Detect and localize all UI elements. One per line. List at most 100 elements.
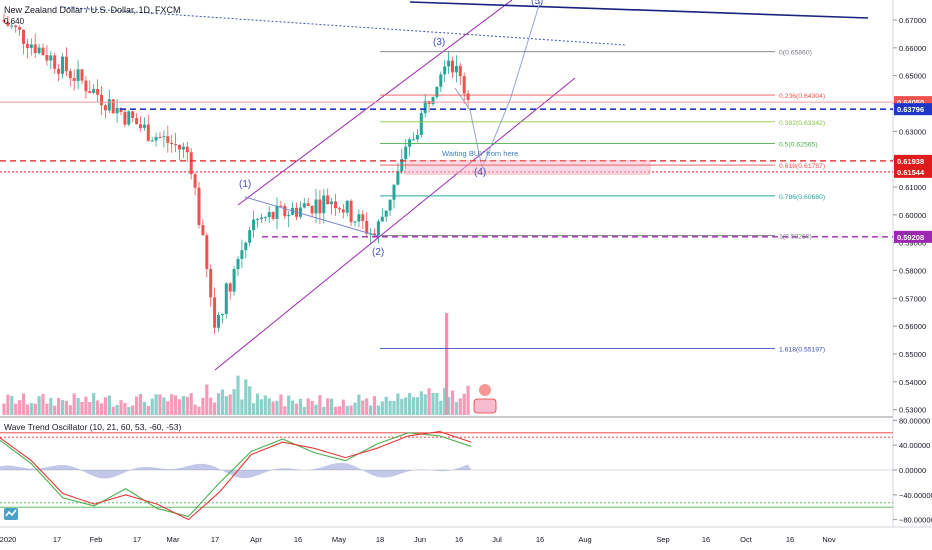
volume-bar <box>146 406 150 415</box>
oscillator-pane: 80.00000 40.00000 0.00000 −40.00000 −80.0000… <box>0 416 932 525</box>
price-tick-label: 0.66000 <box>899 44 926 53</box>
volume-bar <box>14 403 18 415</box>
time-axis-label: Aug <box>578 535 591 544</box>
candle-body <box>2 20 6 22</box>
candle-body <box>451 60 454 73</box>
volume-bar <box>213 402 217 415</box>
candle-body <box>232 269 236 292</box>
candle-body <box>412 139 415 141</box>
candle-body <box>279 205 283 207</box>
price-tick-label: 0.55000 <box>899 350 926 359</box>
time-axis-label: Jul <box>492 535 502 544</box>
volume-bar <box>127 406 131 415</box>
volume-bar <box>189 393 193 415</box>
candle-body <box>41 47 45 55</box>
candle-body <box>388 199 392 211</box>
candle-body <box>392 184 396 200</box>
volume-bar <box>341 399 345 415</box>
volume-bar <box>205 384 209 415</box>
volume-bar <box>170 394 174 415</box>
price-axis-panel[interactable] <box>893 0 932 527</box>
volume-bar <box>404 397 408 415</box>
price-badge <box>894 154 932 167</box>
fib-level-label: 1(0.59260) <box>779 233 812 240</box>
candle-body <box>213 297 217 328</box>
candle-body <box>361 214 365 221</box>
volume-bar <box>298 398 302 415</box>
volume-bar <box>162 397 166 415</box>
candle-body <box>107 99 111 111</box>
fib-level-label: 0.5(0.62565) <box>779 141 818 148</box>
candle-body <box>33 44 37 54</box>
candle-body <box>298 207 302 217</box>
elliott-wave-labels: (1) (2) (3) (4) (5) <box>239 0 543 258</box>
volume-bar <box>454 402 458 415</box>
candle-body <box>271 212 275 219</box>
volume-bar <box>228 394 232 415</box>
volume-bar <box>322 406 326 415</box>
candle-body <box>454 66 458 73</box>
volume-bar <box>80 401 84 415</box>
drawing-overlays <box>0 0 893 371</box>
candle-body <box>22 29 25 44</box>
candle-body <box>53 55 57 69</box>
candle-body <box>439 74 443 87</box>
candle-body <box>209 268 213 298</box>
wave-label: (3) <box>433 37 445 48</box>
candle-body <box>45 54 49 61</box>
price-tick-label: 0.57000 <box>899 294 926 303</box>
candle-body <box>189 152 193 175</box>
candle-body <box>318 199 322 214</box>
volume-bar <box>450 390 455 415</box>
tradingview-logo-icon[interactable] <box>4 508 18 520</box>
osc-wt1-line <box>0 432 472 518</box>
candle-body <box>57 68 61 74</box>
volume-bar <box>302 406 306 415</box>
volume-bar <box>84 396 88 415</box>
candle-body <box>166 136 170 143</box>
fibonacci-retracement[interactable]: 0(0.65860) 0.236(0.64304) 0.382(0.63342) 0.… <box>380 50 825 354</box>
price-badge-label: 0.63796 <box>897 105 924 114</box>
oscillator-title: Wave Trend Oscillator (10, 21, 60, 53, -… <box>4 422 181 432</box>
candle-body <box>84 80 88 92</box>
candle-body <box>100 94 103 106</box>
time-axis-label: 16 <box>702 535 710 544</box>
time-axis-label: May <box>332 535 346 544</box>
volume-bar <box>388 400 392 415</box>
volume-bar <box>123 402 127 415</box>
candle-body <box>178 145 181 150</box>
volume-bar <box>236 375 240 415</box>
volume-bar <box>458 398 462 415</box>
volume-bar <box>349 405 353 415</box>
candle-body <box>236 258 240 270</box>
volume-bar <box>275 400 279 415</box>
candle-body <box>345 200 349 213</box>
volume-bar <box>150 398 154 415</box>
osc-tick-label: 80.00000 <box>899 416 930 425</box>
fib-level-label: 0.236(0.64304) <box>779 93 825 100</box>
time-axis-label: 17 <box>53 535 61 544</box>
volume-bar <box>411 396 416 415</box>
candle-body <box>72 78 76 81</box>
time-axis-label: 16 <box>455 535 463 544</box>
price-badge-label: 0.59208 <box>897 233 924 242</box>
volume-bar <box>92 393 96 415</box>
price-tick-label: 0.58000 <box>899 266 926 275</box>
time-axis-label: 18 <box>376 535 384 544</box>
time-axis-label: Sep <box>656 535 669 544</box>
volume-bar <box>76 398 80 415</box>
volume-bar <box>345 405 349 415</box>
candle-body <box>341 209 345 213</box>
osc-tick-label: −80.00000 <box>899 516 932 525</box>
volume-bar <box>21 393 26 415</box>
volume-bar <box>244 379 248 415</box>
candle-body <box>205 235 209 269</box>
candle-body <box>419 113 423 135</box>
volume-bar <box>380 401 384 415</box>
alert-badge-icon[interactable] <box>473 384 497 414</box>
candle-body <box>435 86 439 97</box>
time-axis-label: Nov <box>822 535 836 544</box>
